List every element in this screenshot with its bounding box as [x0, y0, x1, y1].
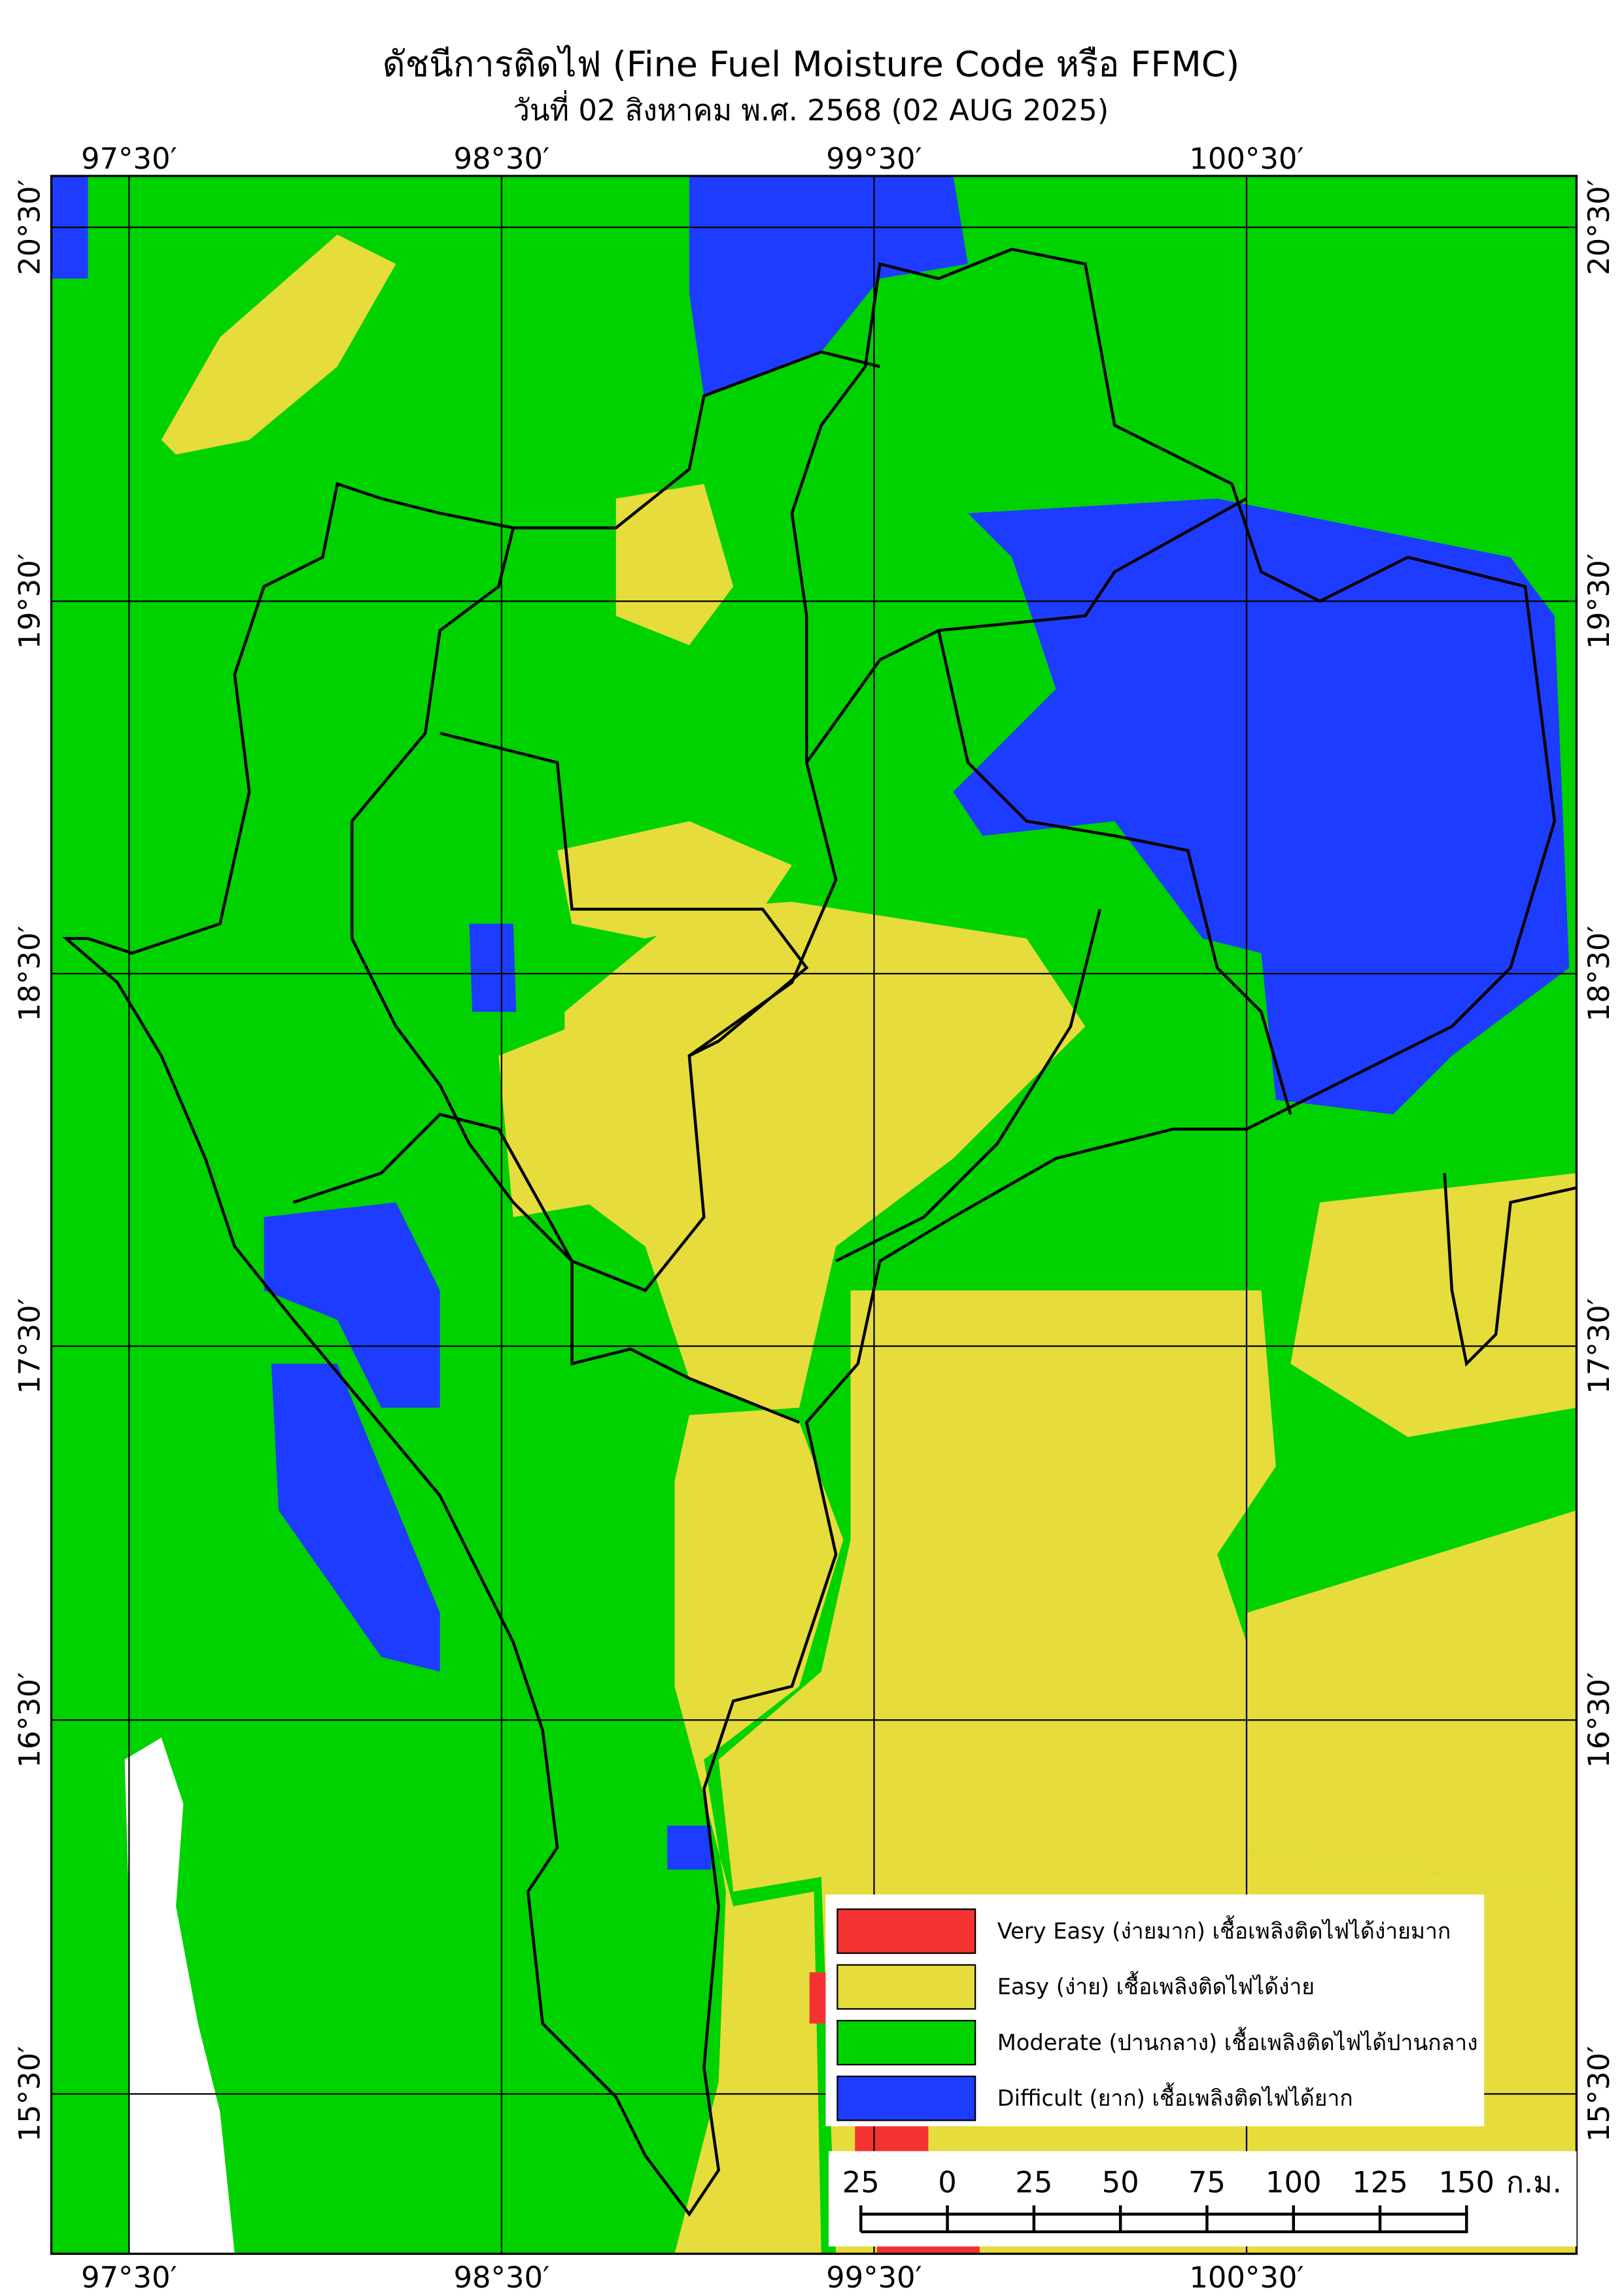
lat-label: 20°30′ [12, 179, 47, 275]
sea [124, 1738, 235, 2254]
subtitle: วันที่ 02 สิงหาคม พ.ศ. 2568 (02 AUG 2025… [513, 90, 1109, 128]
title: ดัชนีการติดไฟ (Fine Fuel Moisture Code ห… [383, 44, 1240, 85]
legend-swatch [837, 1908, 976, 1954]
legend: Very Easy (ง่ายมาก) เชื้อเพลิงติดไฟได้ง่… [825, 1894, 1485, 2127]
scale-label: 0 [938, 2165, 957, 2199]
lat-label: 15°30′ [1581, 2046, 1616, 2142]
lon-label: 99°30′ [826, 141, 922, 176]
legend-swatch [837, 2019, 976, 2066]
scale-label: 100 [1266, 2165, 1322, 2199]
lat-label: 16°30′ [12, 1672, 47, 1768]
lon-label: 98°30′ [454, 141, 550, 176]
latitude-labels: 20°30′ 19°30′ 18°30′ 17°30′ 16°30′ 15°30… [12, 179, 1616, 2142]
lat-label: 20°30′ [1581, 179, 1616, 275]
lat-label: 17°30′ [1581, 1298, 1616, 1394]
lon-label: 97°30′ [81, 141, 177, 176]
lon-label: 98°30′ [454, 2260, 550, 2293]
legend-swatch [837, 2076, 976, 2121]
province-boundaries [61, 247, 1577, 2217]
scale-label: 75 [1188, 2165, 1226, 2199]
scale-bar: 25 0 25 50 75 100 125 150 ก.ม. [828, 2151, 1577, 2247]
lon-label: 100°30′ [1189, 141, 1303, 176]
scale-label: 150 [1439, 2165, 1495, 2199]
legend-label: Difficult (ยาก) เชื้อเพลิงติดไฟได้ยาก [997, 2082, 1353, 2111]
lat-label: 19°30′ [1581, 553, 1616, 649]
scale-label: 50 [1102, 2165, 1139, 2199]
scale-label: 125 [1352, 2165, 1408, 2199]
scale-label: 25 [842, 2165, 880, 2199]
longitude-labels: 97°30′ 98°30′ 99°30′ 100°30′ 97°30′ 98°3… [81, 141, 1304, 2295]
lat-label: 15°30′ [12, 2046, 47, 2142]
legend-swatch [837, 1964, 976, 2010]
scale-label: 25 [1015, 2165, 1052, 2199]
lon-label: 99°30′ [826, 2260, 922, 2293]
lat-label: 16°30′ [1581, 1672, 1616, 1768]
lon-label: 100°30′ [1189, 2260, 1303, 2293]
map-frame [50, 175, 1578, 2255]
legend-label: Easy (ง่าย) เชื้อเพลิงติดไฟได้ง่าย [997, 1971, 1315, 2000]
difficult-zones [51, 176, 1570, 1870]
legend-label: Moderate (ปานกลาง) เชื้อเพลิงติดไฟได้ปาน… [997, 2027, 1478, 2055]
lat-label: 18°30′ [1581, 926, 1616, 1022]
lon-label: 97°30′ [81, 2260, 177, 2293]
scale-unit: ก.ม. [1506, 2165, 1562, 2199]
lat-label: 18°30′ [12, 926, 47, 1022]
lat-label: 17°30′ [12, 1298, 47, 1394]
lat-label: 19°30′ [12, 553, 47, 649]
legend-label: Very Easy (ง่ายมาก) เชื้อเพลิงติดไฟได้ง่… [997, 1915, 1451, 1944]
